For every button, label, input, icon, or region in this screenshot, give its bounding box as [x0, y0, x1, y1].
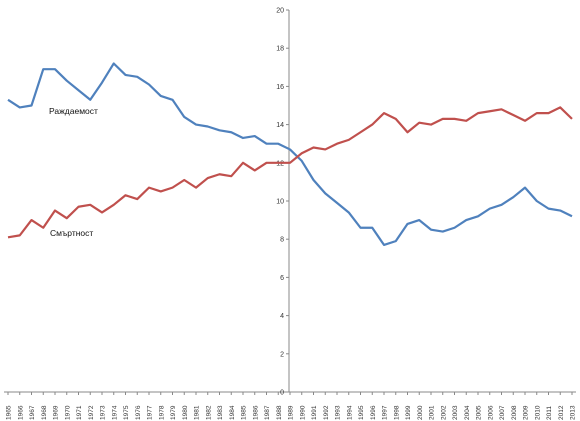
- x-tick-label: 1997: [382, 405, 389, 420]
- x-tick-label: 1986: [252, 405, 259, 420]
- x-tick-label: 1990: [299, 405, 306, 420]
- x-tick-label: 2007: [499, 405, 506, 420]
- y-tick-label: 16: [276, 84, 284, 91]
- x-tick-label: 2010: [534, 405, 541, 420]
- x-tick-label: 1996: [370, 405, 377, 420]
- x-tick-label: 1982: [205, 405, 212, 420]
- x-tick-label: 1984: [229, 405, 236, 420]
- x-tick-label: 1966: [17, 405, 24, 420]
- x-tick-label: 1979: [170, 405, 177, 420]
- x-tick-label: 1965: [6, 405, 13, 420]
- x-tick-label: 2002: [440, 405, 447, 420]
- x-tick-label: 1975: [123, 405, 130, 420]
- x-tick-label: 2006: [487, 405, 494, 420]
- x-tick-label: 1999: [405, 405, 412, 420]
- x-tick-label: 1978: [158, 405, 165, 420]
- x-tick-label: 1985: [241, 405, 248, 420]
- x-tick-label: 1989: [288, 405, 295, 420]
- x-tick-label: 2008: [511, 405, 518, 420]
- x-tick-label: 1977: [147, 405, 154, 420]
- x-tick-label: 2011: [546, 406, 553, 420]
- x-tick-label: 1973: [100, 405, 107, 420]
- x-tick-label: 1983: [217, 405, 224, 420]
- x-tick-label: 2009: [523, 405, 530, 420]
- x-tick-label: 1987: [264, 405, 271, 420]
- x-tick-label: 1998: [393, 405, 400, 420]
- x-tick-label: 1976: [135, 405, 142, 420]
- x-axis-ticks: 1965 1966 1967 1968 1969 1970 1971 1972 1973 1974…: [6, 392, 577, 420]
- y-tick-label: 10: [276, 199, 284, 206]
- x-tick-label: 1970: [64, 405, 71, 420]
- x-tick-label: 2001: [429, 405, 436, 420]
- x-tick-label: 1971: [76, 405, 83, 420]
- series-layer: [7, 62, 573, 247]
- x-tick-label: 2013: [570, 405, 577, 420]
- y-tick-label: 4: [280, 313, 284, 320]
- series-label-1: Смъртност: [50, 228, 93, 238]
- x-tick-label: 1995: [358, 405, 365, 420]
- y-tick-label: 2: [280, 351, 284, 358]
- y-tick-label: 6: [280, 275, 284, 282]
- x-tick-label: 2003: [452, 405, 459, 420]
- x-tick-label: 2004: [464, 405, 471, 420]
- x-tick-label: 1968: [41, 405, 48, 420]
- x-tick-label: 2005: [476, 405, 483, 420]
- x-tick-label: 1980: [182, 405, 189, 420]
- x-tick-label: 1969: [53, 405, 60, 420]
- x-tick-label: 1967: [29, 405, 36, 420]
- y-tick-label: 14: [276, 122, 284, 129]
- x-tick-label: 1981: [194, 405, 201, 420]
- y-tick-label: 8: [280, 237, 284, 244]
- series-line-0: [7, 62, 573, 247]
- y-tick-label: 18: [276, 46, 284, 53]
- x-tick-label: 1974: [111, 405, 118, 420]
- series-labels: Раждаемост Смъртност: [49, 106, 98, 238]
- x-tick-label: 1993: [335, 405, 342, 420]
- series-line-1: [7, 106, 573, 239]
- x-tick-label: 1988: [276, 405, 283, 420]
- x-tick-label: 1991: [311, 405, 318, 420]
- y-tick-label: 20: [276, 8, 284, 15]
- x-tick-label: 2012: [558, 405, 565, 420]
- y-tick-label: 0: [280, 390, 284, 397]
- x-tick-label: 2000: [417, 405, 424, 420]
- x-tick-label: 1994: [346, 405, 353, 420]
- series-label-0: Раждаемост: [49, 106, 98, 116]
- x-tick-label: 1972: [88, 405, 95, 420]
- x-tick-label: 1992: [323, 405, 330, 420]
